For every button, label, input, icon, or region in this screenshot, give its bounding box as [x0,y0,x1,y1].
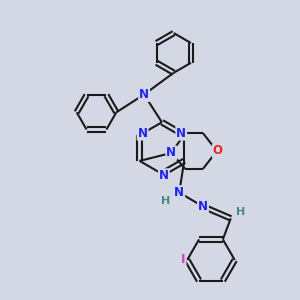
Text: I: I [181,254,185,266]
Text: N: N [159,169,169,182]
Text: N: N [138,127,148,140]
Text: N: N [176,127,186,140]
Text: N: N [139,88,149,101]
Text: N: N [198,200,208,213]
Text: N: N [174,186,184,199]
Text: N: N [166,146,176,160]
Text: O: O [213,145,223,158]
Text: H: H [161,196,170,206]
Text: H: H [236,207,245,218]
